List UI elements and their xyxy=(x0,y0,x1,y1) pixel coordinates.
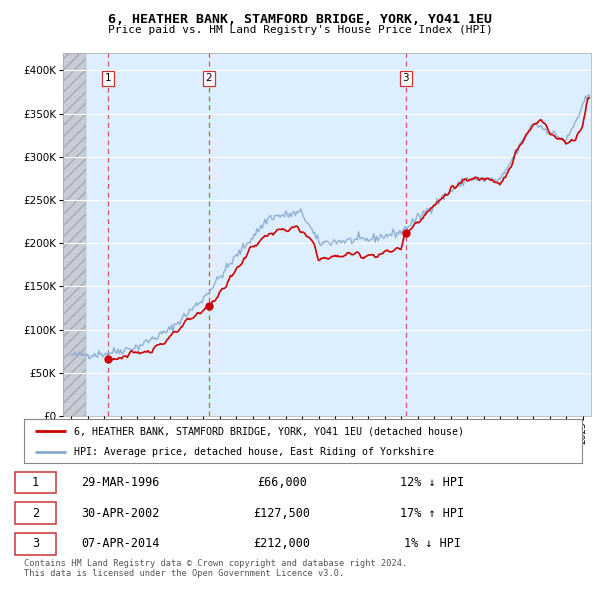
Text: Price paid vs. HM Land Registry's House Price Index (HPI): Price paid vs. HM Land Registry's House … xyxy=(107,25,493,35)
Text: 07-APR-2014: 07-APR-2014 xyxy=(81,537,159,550)
Text: 6, HEATHER BANK, STAMFORD BRIDGE, YORK, YO41 1EU: 6, HEATHER BANK, STAMFORD BRIDGE, YORK, … xyxy=(108,13,492,26)
Text: 2: 2 xyxy=(32,507,39,520)
Text: 6, HEATHER BANK, STAMFORD BRIDGE, YORK, YO41 1EU (detached house): 6, HEATHER BANK, STAMFORD BRIDGE, YORK, … xyxy=(74,427,464,436)
Text: 17% ↑ HPI: 17% ↑ HPI xyxy=(400,507,464,520)
Bar xyxy=(63,53,86,416)
Text: £127,500: £127,500 xyxy=(254,507,311,520)
Text: 3: 3 xyxy=(403,74,409,84)
Text: £66,000: £66,000 xyxy=(257,476,307,489)
FancyBboxPatch shape xyxy=(15,502,56,524)
Text: 29-MAR-1996: 29-MAR-1996 xyxy=(81,476,159,489)
Text: Contains HM Land Registry data © Crown copyright and database right 2024.
This d: Contains HM Land Registry data © Crown c… xyxy=(24,559,407,578)
Text: 2: 2 xyxy=(205,74,212,84)
Text: 3: 3 xyxy=(32,537,39,550)
Text: 1: 1 xyxy=(32,476,39,489)
Bar xyxy=(63,53,86,416)
Text: £212,000: £212,000 xyxy=(254,537,311,550)
FancyBboxPatch shape xyxy=(15,533,56,555)
FancyBboxPatch shape xyxy=(15,471,56,493)
Text: 30-APR-2002: 30-APR-2002 xyxy=(81,507,159,520)
Text: 1: 1 xyxy=(105,74,112,84)
Text: 12% ↓ HPI: 12% ↓ HPI xyxy=(400,476,464,489)
Text: HPI: Average price, detached house, East Riding of Yorkshire: HPI: Average price, detached house, East… xyxy=(74,447,434,457)
Text: 1% ↓ HPI: 1% ↓ HPI xyxy=(404,537,461,550)
